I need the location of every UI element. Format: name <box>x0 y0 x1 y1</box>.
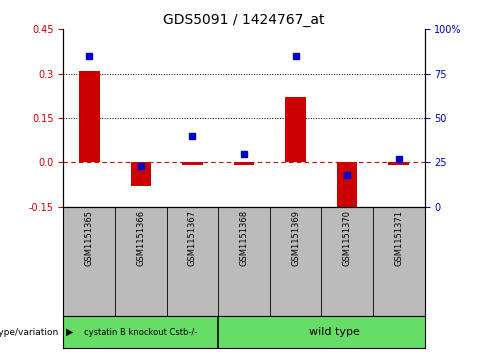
Bar <box>337 162 358 213</box>
Title: GDS5091 / 1424767_at: GDS5091 / 1424767_at <box>163 13 325 26</box>
Text: ▶: ▶ <box>66 327 73 337</box>
Text: GSM1151366: GSM1151366 <box>136 210 145 266</box>
Text: cystatin B knockout Cstb-/-: cystatin B knockout Cstb-/- <box>84 328 198 337</box>
Bar <box>130 162 151 186</box>
Text: wild type: wild type <box>309 327 360 337</box>
Text: GSM1151370: GSM1151370 <box>343 210 352 266</box>
Text: GSM1151371: GSM1151371 <box>394 210 403 266</box>
Bar <box>388 162 409 166</box>
Bar <box>63 316 218 348</box>
Bar <box>285 97 306 162</box>
Text: GSM1151368: GSM1151368 <box>240 210 248 266</box>
Bar <box>218 316 425 348</box>
Bar <box>182 162 203 166</box>
Text: GSM1151369: GSM1151369 <box>291 210 300 266</box>
Text: genotype/variation: genotype/variation <box>0 328 59 337</box>
Text: GSM1151365: GSM1151365 <box>85 210 94 266</box>
Text: GSM1151367: GSM1151367 <box>188 210 197 266</box>
Bar <box>234 162 254 166</box>
Bar <box>79 70 100 162</box>
